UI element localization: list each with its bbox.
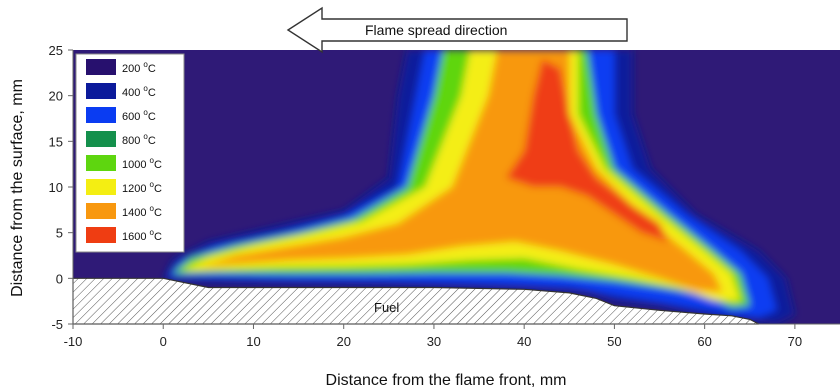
- legend-label: 1000 oC: [122, 156, 162, 171]
- legend-swatch: [86, 179, 116, 195]
- x-tick-label: -10: [64, 334, 83, 349]
- x-ticks: -10 0 10 20 30 40 50 60 70: [64, 324, 802, 349]
- flame-region-1600: [506, 59, 669, 242]
- x-tick-label: 70: [788, 334, 802, 349]
- x-tick-label: 40: [517, 334, 531, 349]
- x-tick-label: 50: [607, 334, 621, 349]
- arrow-label: Flame spread direction: [365, 22, 507, 38]
- x-axis-title: Distance from the flame front, mm: [326, 372, 567, 389]
- legend-swatch: [86, 227, 116, 243]
- legend: 200 oC 400 oC 600 oC 800 oC 1000 oC 1200 oC 14…: [75, 53, 185, 253]
- flame-temperature-field: [163, 50, 795, 324]
- y-tick-label: -5: [51, 317, 63, 332]
- fuel-region: [72, 277, 760, 325]
- y-tick-label: 15: [49, 134, 63, 149]
- x-tick-label: 30: [427, 334, 441, 349]
- y-ticks: -5 0 5 10 15 20 25: [49, 43, 73, 332]
- legend-swatch: [86, 155, 116, 171]
- y-tick-label: 5: [56, 226, 63, 241]
- y-tick-label: 20: [49, 89, 63, 104]
- x-tick-label: 0: [160, 334, 167, 349]
- legend-swatch: [86, 59, 116, 75]
- legend-label: 400 oC: [122, 84, 156, 99]
- legend-label: 600 oC: [122, 108, 156, 123]
- x-tick-label: 20: [336, 334, 350, 349]
- legend-swatch: [86, 131, 116, 147]
- flame-spread-arrow: Flame spread direction: [286, 6, 628, 54]
- legend-label: 1400 oC: [122, 204, 162, 219]
- y-tick-label: 0: [56, 271, 63, 286]
- x-tick-label: 60: [697, 334, 711, 349]
- fuel-label: Fuel: [374, 300, 399, 315]
- flame-region-1400: [199, 50, 723, 292]
- legend-swatch: [86, 83, 116, 99]
- legend-swatch: [86, 107, 116, 123]
- legend-label: 1200 oC: [122, 180, 162, 195]
- y-axis-title: Distance from the surface, mm: [9, 79, 26, 297]
- legend-label: 200 oC: [122, 60, 156, 75]
- legend-label: 1600 oC: [122, 228, 162, 243]
- y-tick-label: 25: [49, 43, 63, 58]
- legend-label: 800 oC: [122, 132, 156, 147]
- y-tick-label: 10: [49, 180, 63, 195]
- x-tick-label: 10: [246, 334, 260, 349]
- arrow-shape: [286, 6, 628, 54]
- legend-swatch: [86, 203, 116, 219]
